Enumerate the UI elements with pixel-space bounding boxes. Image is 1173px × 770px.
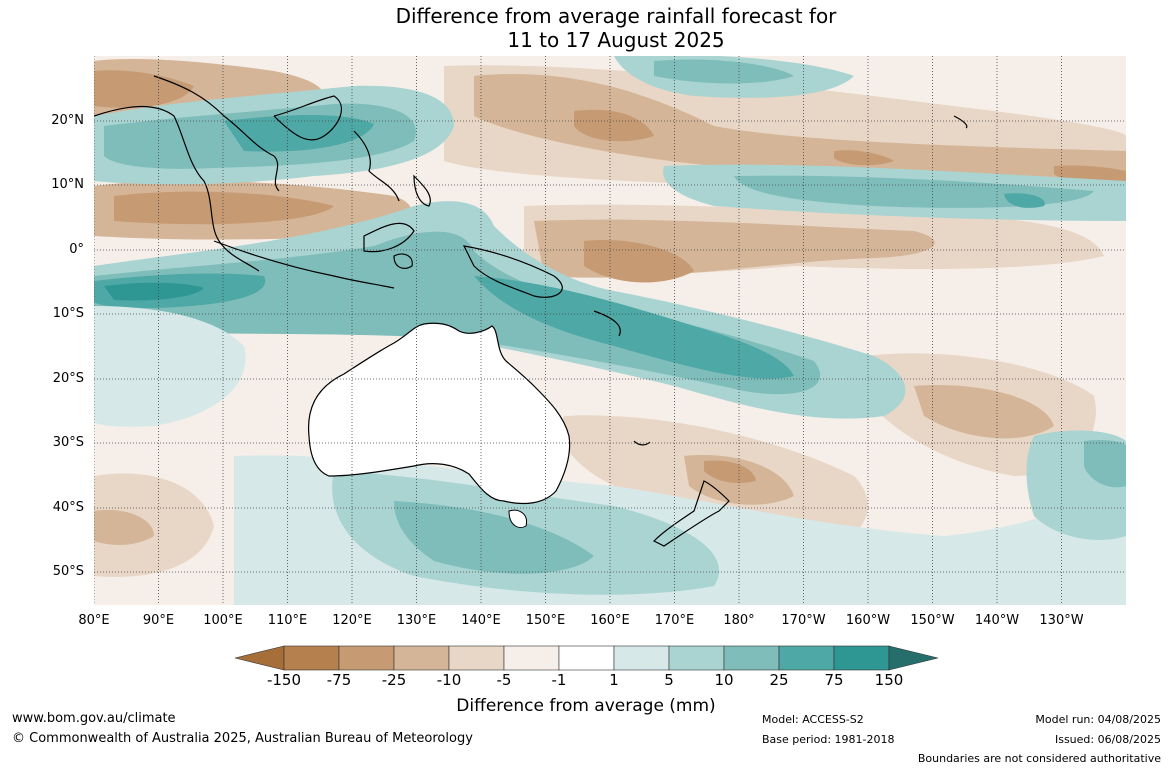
legend-tick-75: 75 — [824, 671, 844, 689]
legend-swatch-2 — [338, 645, 395, 671]
legend-tick-10: 10 — [714, 671, 734, 689]
model-run-date: Model run: 04/08/2025 — [1035, 713, 1161, 726]
lon-label-140e: 140°E — [461, 613, 501, 628]
lon-label-150w: 150°W — [910, 613, 955, 628]
lat-label-10s: 10°S — [52, 306, 84, 321]
base-period: Base period: 1981-2018 — [762, 733, 895, 746]
rainfall-anomaly-map — [94, 56, 1126, 605]
legend-tick-minus-10: -10 — [436, 671, 462, 689]
lon-label-130w: 130°W — [1039, 613, 1084, 628]
lon-label-160w: 160°W — [845, 613, 891, 628]
lat-label-50s: 50°S — [52, 564, 84, 579]
legend-title: Difference from average (mm) — [456, 696, 716, 716]
map-title: Difference from average rainfall forecas… — [0, 4, 1173, 52]
legend-swatch-12 — [888, 645, 939, 671]
copyright-text: © Commonwealth of Australia 2025, Austra… — [12, 731, 473, 746]
legend-swatch-10 — [778, 645, 835, 671]
legend-colorbar — [234, 645, 939, 671]
lat-label-30s: 30°S — [52, 435, 84, 450]
lon-label-150e: 150°E — [525, 613, 566, 628]
lat-label-10n: 10°N — [51, 177, 84, 192]
legend-tick-minus-75: -75 — [326, 671, 352, 689]
legend-swatch-7 — [613, 645, 670, 671]
legend-tick-150: 150 — [874, 671, 904, 689]
lon-label-170w: 170°W — [781, 613, 826, 628]
model-name: Model: ACCESS-S2 — [762, 713, 864, 726]
lon-label-80e: 80°E — [78, 613, 110, 628]
coastlines — [94, 75, 968, 446]
legend-tick-minus-150: -150 — [266, 671, 302, 689]
graticule — [94, 56, 1126, 605]
lon-label-180: 180° — [723, 613, 755, 628]
lat-label-equator: 0° — [69, 242, 84, 257]
issued-date: Issued: 06/08/2025 — [1054, 733, 1161, 746]
legend-swatch-0 — [234, 645, 285, 671]
wet-west-indian-ocean — [94, 306, 246, 427]
australia-landmass — [307, 322, 571, 528]
wet-anomaly-regions — [94, 56, 1126, 605]
legend-swatch-1 — [283, 645, 340, 671]
lon-label-120e: 120°E — [332, 613, 372, 628]
lon-label-160e: 160°E — [590, 613, 630, 628]
lat-label-20n: 20°N — [51, 113, 84, 128]
legend-tick-5: 5 — [664, 671, 674, 689]
legend-swatch-3 — [393, 645, 450, 671]
lon-label-170e: 170°E — [654, 613, 695, 628]
lon-label-140w: 140°W — [974, 613, 1020, 628]
lon-label-130e: 130°E — [396, 613, 437, 628]
lat-label-20s: 20°S — [52, 371, 84, 386]
lat-label-40s: 40°S — [52, 500, 84, 515]
boundaries-disclaimer: Boundaries are not considered authoritat… — [917, 752, 1161, 765]
legend-tick-minus-25: -25 — [381, 671, 407, 689]
legend-tick-minus-1: -1 — [551, 671, 567, 689]
legend-swatch-8 — [668, 645, 725, 671]
legend-tick-25: 25 — [769, 671, 789, 689]
title-line-1: Difference from average rainfall forecas… — [395, 4, 837, 28]
legend-swatch-6 — [558, 645, 615, 671]
title-line-2: 11 to 17 August 2025 — [507, 28, 725, 52]
lon-label-90e: 90°E — [142, 613, 175, 628]
legend-swatch-9 — [723, 645, 780, 671]
lon-label-100e: 100°E — [203, 613, 243, 628]
legend-tick-1: 1 — [609, 671, 619, 689]
legend-swatch-11 — [833, 645, 890, 671]
dry-south-indian-ocean — [94, 473, 214, 577]
new-zealand — [652, 480, 730, 547]
website-link[interactable]: www.bom.gov.au/climate — [12, 711, 176, 726]
legend-tick-minus-5: -5 — [496, 671, 512, 689]
lon-label-110e: 110°E — [267, 613, 308, 628]
legend-swatch-5 — [503, 645, 560, 671]
legend-swatch-4 — [448, 645, 505, 671]
